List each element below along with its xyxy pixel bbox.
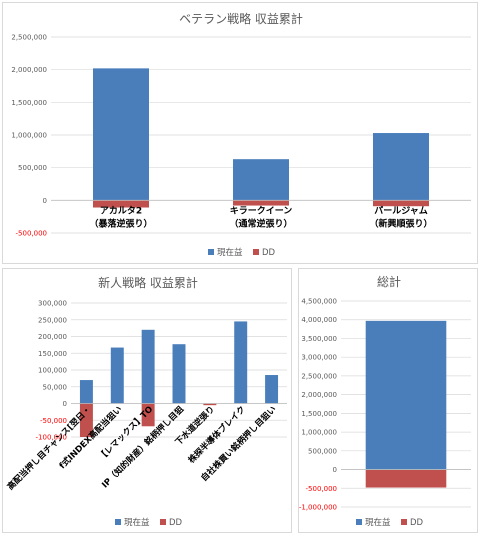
category-label: 株探半導体ブレイク [186,404,248,466]
legend-swatch-dd [401,519,407,525]
bar-profit [172,344,186,404]
y-tick-label: 4,000,000 [301,316,337,324]
category-label: キラークイーン（通常逆張り） [229,205,292,229]
category-label-line: アカルタ2 [100,204,142,216]
chart-title: 総計 [377,274,401,289]
y-tick-label: 2,500,000 [11,34,47,42]
total-chart: 総計 4,500,000 4,000,000 3,500,000 3,000,000 2,… [299,274,471,528]
category-label-line: パールジャム [374,204,428,216]
legend-label-dd: DD [410,518,424,528]
category-label-line: （暴落逆張り） [89,217,152,229]
y-tick-label: 50,000 [43,383,68,391]
category-label-line: （通常逆張り） [229,217,292,229]
y-tick-label: 2,000,000 [11,66,47,74]
legend-swatch-dd [160,519,166,525]
category-label-line: （新興順張り） [369,217,432,229]
y-tick-label: 3,000,000 [301,354,337,362]
legend-swatch-profit [208,249,214,255]
bar-profit [79,380,93,404]
y-tick-label: 1,500,000 [11,99,47,107]
veteran-chart-panel: ベテラン戦略 収益累計 2,500,000 2,000,000 1,500,000 1,… [2,2,478,264]
legend-label-profit: 現在益 [365,517,391,528]
bar-profit [110,347,124,404]
y-tick-label: 100,000 [38,367,67,375]
y-tick-label: 1,000,000 [301,429,337,437]
legend-label-dd: DD [262,248,276,258]
y-tick-label: 4,500,000 [301,298,337,306]
y-tick-label: -500,000 [306,485,337,493]
legend-label-dd: DD [169,518,183,528]
veteran-chart: ベテラン戦略 収益累計 2,500,000 2,000,000 1,500,000 1,… [11,11,471,258]
y-tick-label: 500,000 [308,447,337,455]
y-tick-label: -100,000 [36,434,67,442]
legend-swatch-dd [253,249,259,255]
chart-title: ベテラン戦略 収益累計 [179,11,303,26]
category-label: パールジャム（新興順張り） [369,204,432,229]
bar-profit [265,375,279,404]
bar-profit [373,133,429,201]
y-tick-label: 0 [333,466,337,474]
y-tick-label: 3,500,000 [301,335,337,343]
y-tick-label: 250,000 [38,316,67,324]
legend-label-profit: 現在益 [124,517,150,528]
bar-dd [141,403,155,427]
bar-profit [93,68,149,201]
legend-label-profit: 現在益 [217,247,243,258]
y-tick-label: -1,000,000 [299,504,337,512]
category-label-line: キラークイーン [230,205,293,216]
bar-profit [234,321,248,404]
y-tick-label: 300,000 [38,300,67,308]
y-tick-label: 200,000 [38,333,67,341]
new-strategy-chart: 新人戦略 収益累計 300,000 250,000 200,000 150,000 100… [5,275,287,528]
total-chart-panel: 総計 4,500,000 4,000,000 3,500,000 3,000,000 2,… [298,268,478,533]
y-tick-label: 2,000,000 [301,391,337,399]
bar-dd [203,403,217,406]
y-tick-label: -500,000 [16,230,47,238]
bar-profit [141,329,155,404]
legend-swatch-profit [356,519,362,525]
y-tick-label: 150,000 [38,350,67,358]
bar-dd [373,200,429,207]
category-label: アカルタ2 （暴落逆張り） [89,204,152,229]
y-tick-label: 0 [63,400,67,408]
new-strategy-chart-panel: 新人戦略 収益累計 300,000 250,000 200,000 150,000 100… [2,268,292,533]
y-tick-label: 2,500,000 [301,372,337,380]
bar-dd [365,469,447,488]
bar-dd [233,200,289,206]
y-tick-label: 500,000 [18,164,47,172]
category-label: 【レマックス】TO [96,404,155,463]
y-tick-label: -50,000 [40,417,67,425]
bar-profit [233,159,289,201]
legend-swatch-profit [115,519,121,525]
y-tick-label: 0 [43,197,47,205]
bar-dd [79,403,93,437]
y-tick-label: 1,500,000 [301,410,337,418]
y-tick-label: 1,000,000 [11,132,47,140]
chart-title: 新人戦略 収益累計 [98,275,198,290]
bar-profit [365,320,447,470]
bar-dd [93,200,149,208]
